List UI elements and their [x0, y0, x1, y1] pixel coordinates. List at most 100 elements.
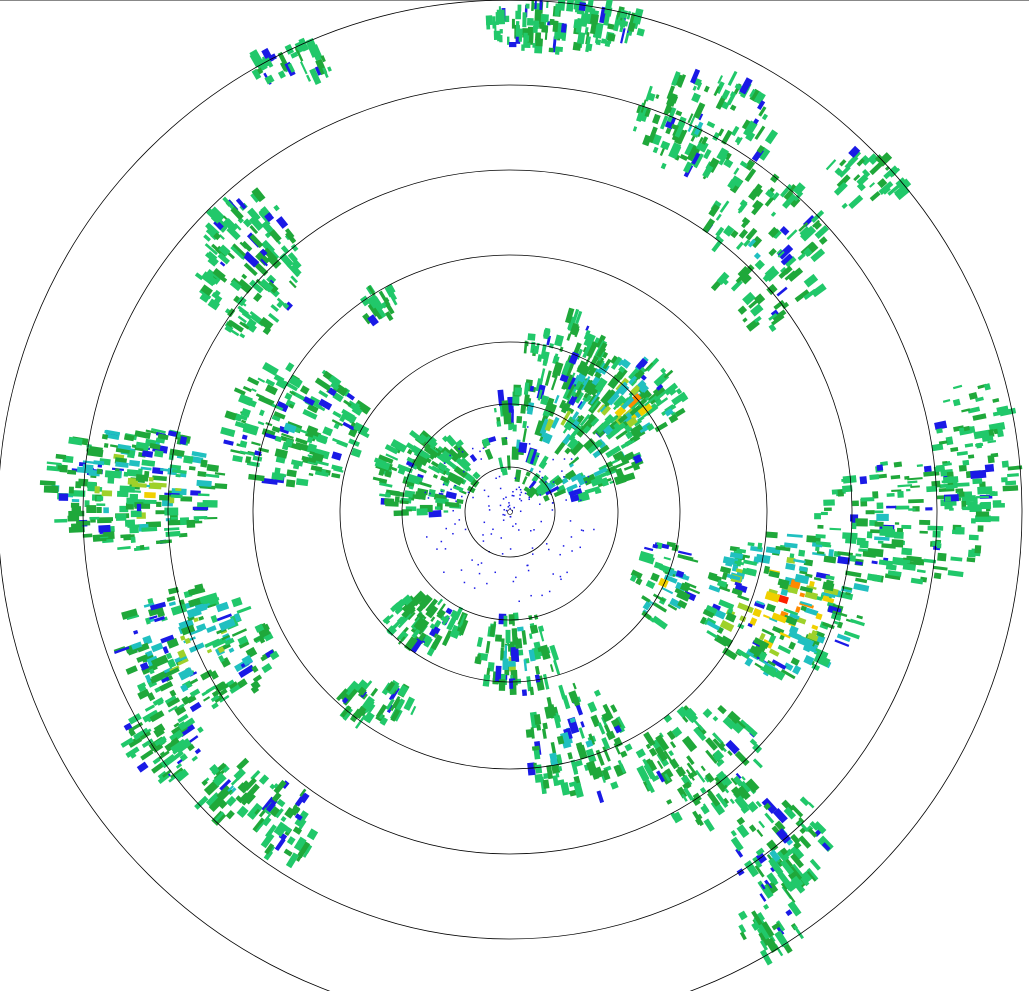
echo-gate	[568, 456, 580, 466]
echo-gate	[501, 638, 505, 648]
echo-gate	[741, 775, 746, 781]
echo-gate	[432, 474, 439, 479]
echo-gate	[266, 801, 276, 813]
echo-gate	[550, 416, 560, 429]
echo-gate	[790, 875, 804, 889]
echo-gate	[175, 768, 189, 782]
echo-gate	[751, 910, 763, 926]
echo-gate	[218, 244, 231, 257]
clutter-gate	[513, 506, 515, 509]
echo-gate	[570, 759, 579, 775]
echo-gate	[273, 204, 280, 212]
echo-gate	[314, 459, 329, 467]
echo-gate	[410, 705, 417, 716]
clutter-gate	[559, 553, 561, 556]
echo-gate	[559, 399, 566, 409]
echo-gate	[860, 155, 871, 166]
echo-gate	[783, 542, 798, 549]
echo-gate	[397, 684, 409, 698]
clutter-gate	[454, 484, 457, 487]
echo-gate	[779, 631, 791, 639]
echo-gate	[127, 735, 143, 748]
echo-gate	[836, 174, 851, 189]
clutter-gate	[528, 443, 531, 445]
echo-gate	[586, 439, 603, 454]
echo-gate	[848, 145, 861, 158]
echo-gate	[175, 487, 182, 492]
echo-gate	[269, 279, 275, 285]
echo-gate	[562, 433, 573, 445]
echo-gate	[585, 739, 594, 748]
clutter-gate	[563, 458, 566, 460]
echo-gate	[573, 782, 584, 798]
echo-gate	[331, 419, 344, 427]
echo-gate	[546, 764, 554, 780]
echo-gate	[659, 115, 669, 130]
echo-gate	[964, 443, 974, 448]
echo-gate	[143, 499, 157, 504]
clutter-gate	[579, 546, 581, 549]
echo-gate	[629, 402, 647, 419]
echo-gate	[737, 594, 750, 602]
echo-gate	[865, 510, 875, 515]
echo-gate	[538, 474, 549, 486]
echo-gate	[695, 813, 703, 821]
clutter-gate	[492, 528, 494, 531]
echo-gate	[674, 121, 686, 138]
echo-gate	[203, 696, 211, 702]
echo-gate	[264, 212, 275, 223]
echo-gate	[745, 778, 760, 793]
echo-gate	[556, 735, 565, 745]
echo-gate	[792, 182, 806, 196]
echo-gate	[730, 229, 739, 239]
echo-gate	[501, 400, 510, 415]
echo-gate	[801, 870, 814, 883]
echo-gate	[793, 191, 804, 202]
echo-gate	[613, 743, 621, 755]
clutter-gate	[519, 498, 521, 500]
echo-gate	[395, 698, 406, 711]
echo-gate	[663, 556, 672, 561]
echo-gate	[237, 782, 246, 791]
echo-gate	[568, 488, 583, 497]
echo-gate	[590, 476, 604, 487]
clutter-gate	[593, 528, 595, 531]
echo-gate	[764, 196, 775, 207]
echo-gate	[150, 642, 164, 653]
echo-gate	[444, 467, 451, 473]
echo-gate	[590, 391, 601, 405]
echo-gate	[595, 334, 606, 349]
echo-gate	[126, 497, 135, 505]
echo-gate	[887, 570, 902, 577]
clutter-gate	[479, 450, 481, 453]
clutter-gate	[426, 536, 428, 538]
echo-gate	[568, 781, 578, 788]
echo-gate	[853, 174, 861, 182]
echo-gate	[394, 605, 404, 615]
echo-gate	[604, 0, 612, 15]
echo-gate	[164, 527, 180, 531]
echo-gate	[829, 527, 842, 531]
echo-gate	[624, 32, 630, 44]
top-border	[0, 0, 1029, 1]
echo-gate	[265, 824, 277, 839]
echo-gate	[686, 762, 698, 777]
echo-gate	[436, 462, 448, 472]
echo-gate	[770, 211, 777, 217]
echo-gate	[736, 180, 743, 187]
echo-gate	[723, 797, 730, 805]
echo-gate	[883, 165, 899, 180]
echo-gate	[652, 593, 666, 602]
echo-gate	[860, 497, 875, 502]
echo-gate	[207, 298, 221, 311]
echo-gate	[128, 459, 141, 467]
echo-gate	[423, 445, 439, 459]
echo-gate	[625, 393, 642, 409]
echo-gate	[250, 680, 261, 691]
echo-gate	[569, 717, 576, 724]
echo-gate	[119, 505, 129, 513]
echo-gate	[1002, 485, 1019, 492]
echo-gate	[804, 590, 819, 601]
echo-gate	[527, 397, 532, 403]
